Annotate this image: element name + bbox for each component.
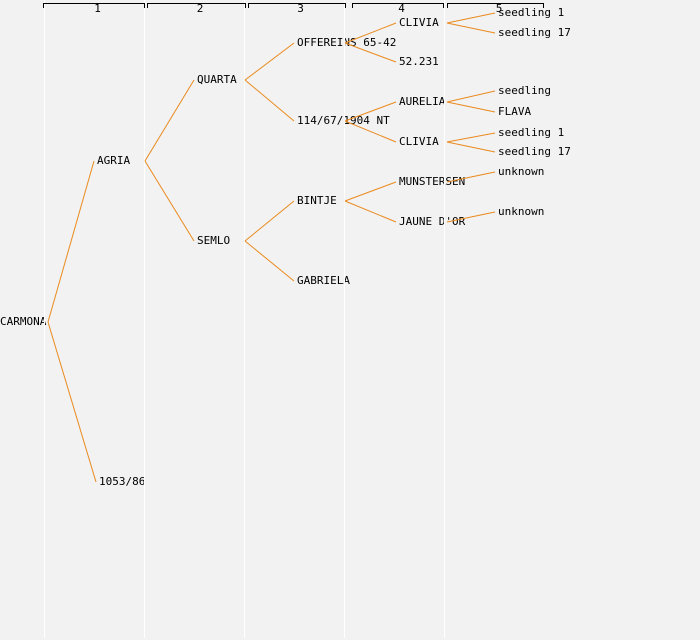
tree-node-label-114-67-1904-nt[interactable]: 114/67/1904 NT	[297, 114, 390, 127]
tree-node-label-unknown-1[interactable]: unknown	[498, 165, 545, 178]
tree-node-label-jaune-dor[interactable]: JAUNE D'OR	[399, 215, 466, 228]
tree-node-label-munstersen[interactable]: MUNSTERSEN	[399, 175, 466, 188]
tree-node-label-seedling-1a[interactable]: seedling 1	[498, 6, 565, 19]
tree-node-label-seedling-17a[interactable]: seedling 17	[498, 26, 571, 39]
tree-node-label-52-231[interactable]: 52.231	[399, 55, 439, 68]
tree-node-label-clivia-1[interactable]: CLIVIA	[399, 16, 439, 29]
tree-node-label-offereins-65-42[interactable]: OFFEREINS 65-42	[297, 36, 397, 49]
tree-node-label-aurelia[interactable]: AURELIA	[399, 95, 446, 108]
tree-node-label-flava[interactable]: FLAVA	[498, 105, 532, 118]
tree-node-label-semlo[interactable]: SEMLO	[197, 234, 231, 247]
tree-node-label-quarta[interactable]: QUARTA	[197, 73, 237, 86]
tree-node-label-1053-86[interactable]: 1053/86	[99, 475, 146, 488]
tree-node-label-gabriela[interactable]: GABRIELA	[297, 274, 350, 287]
tree-node-label-carmona[interactable]: CARMONA	[0, 315, 47, 328]
tree-node-label-bintje[interactable]: BINTJE	[297, 194, 337, 207]
tree-node-label-seedling[interactable]: seedling	[498, 84, 551, 97]
tree-node-label-seedling-17b[interactable]: seedling 17	[498, 145, 571, 158]
tree-node-label-agria[interactable]: AGRIA	[97, 154, 131, 167]
tree-node-label-unknown-2[interactable]: unknown	[498, 205, 545, 218]
tree-node-label-seedling-1b[interactable]: seedling 1	[498, 126, 565, 139]
tree-node-label-clivia-2[interactable]: CLIVIA	[399, 135, 439, 148]
